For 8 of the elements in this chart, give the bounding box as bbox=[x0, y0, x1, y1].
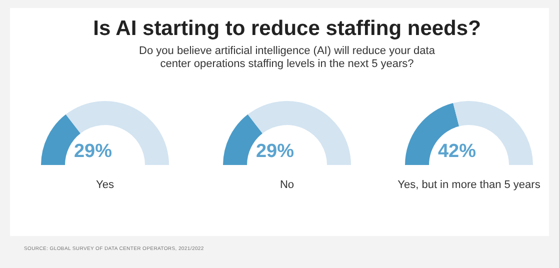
text: Do you believe artificial intelligence (AI) will reduce your data center operations staffing levels in the next 5 years? bbox=[139, 45, 436, 70]
text: Is AI starting to reduce staffing needs? bbox=[93, 17, 481, 40]
text: Yes bbox=[96, 179, 114, 191]
data-label: 29% bbox=[74, 141, 112, 162]
text: Yes, but in more than 5 years bbox=[398, 179, 541, 191]
data-label: 29% bbox=[256, 141, 294, 162]
data-label: 42% bbox=[438, 141, 476, 162]
text: No bbox=[280, 179, 294, 191]
